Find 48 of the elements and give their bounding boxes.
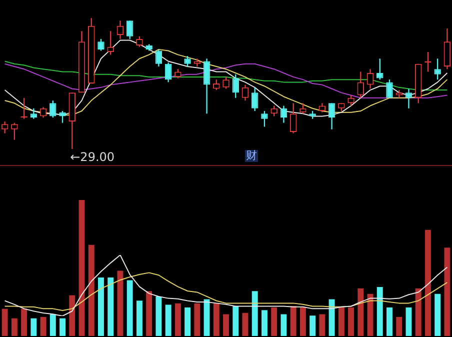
bar xyxy=(434,294,441,336)
bar xyxy=(280,314,287,336)
bar xyxy=(50,314,56,336)
bar xyxy=(252,291,258,336)
bar xyxy=(444,248,450,336)
bar xyxy=(338,307,344,336)
bar xyxy=(406,307,412,336)
bar xyxy=(261,310,268,336)
bar xyxy=(60,318,66,336)
bar xyxy=(194,303,200,336)
bar xyxy=(21,308,28,336)
bar xyxy=(69,295,76,336)
annotation: 财 xyxy=(245,149,258,162)
bar xyxy=(232,306,239,336)
bar xyxy=(386,307,392,336)
bar xyxy=(30,318,37,336)
bar xyxy=(348,307,354,336)
bar xyxy=(223,314,229,336)
bar xyxy=(11,318,18,336)
bar xyxy=(174,303,181,336)
bar xyxy=(184,307,191,336)
bar xyxy=(117,270,124,336)
bar xyxy=(396,316,402,336)
bar xyxy=(146,291,152,336)
text: ←29.00 xyxy=(70,150,115,164)
bar xyxy=(98,278,104,336)
bar xyxy=(88,244,94,336)
bar xyxy=(290,306,296,336)
bar xyxy=(242,312,248,336)
bar xyxy=(328,299,335,336)
bar xyxy=(108,278,114,336)
bar xyxy=(78,200,85,336)
bar xyxy=(358,288,364,336)
bar xyxy=(126,280,133,336)
bar xyxy=(40,316,46,336)
bar xyxy=(2,308,8,336)
bar xyxy=(136,300,142,336)
bar xyxy=(165,304,172,336)
bar xyxy=(213,303,220,336)
bar xyxy=(271,307,278,336)
bar xyxy=(156,296,162,336)
bar xyxy=(300,307,306,336)
bar xyxy=(415,288,422,336)
bar xyxy=(424,230,431,336)
bar xyxy=(376,287,383,336)
bar xyxy=(319,314,326,336)
bar xyxy=(310,316,316,336)
candlestick xyxy=(405,88,412,108)
